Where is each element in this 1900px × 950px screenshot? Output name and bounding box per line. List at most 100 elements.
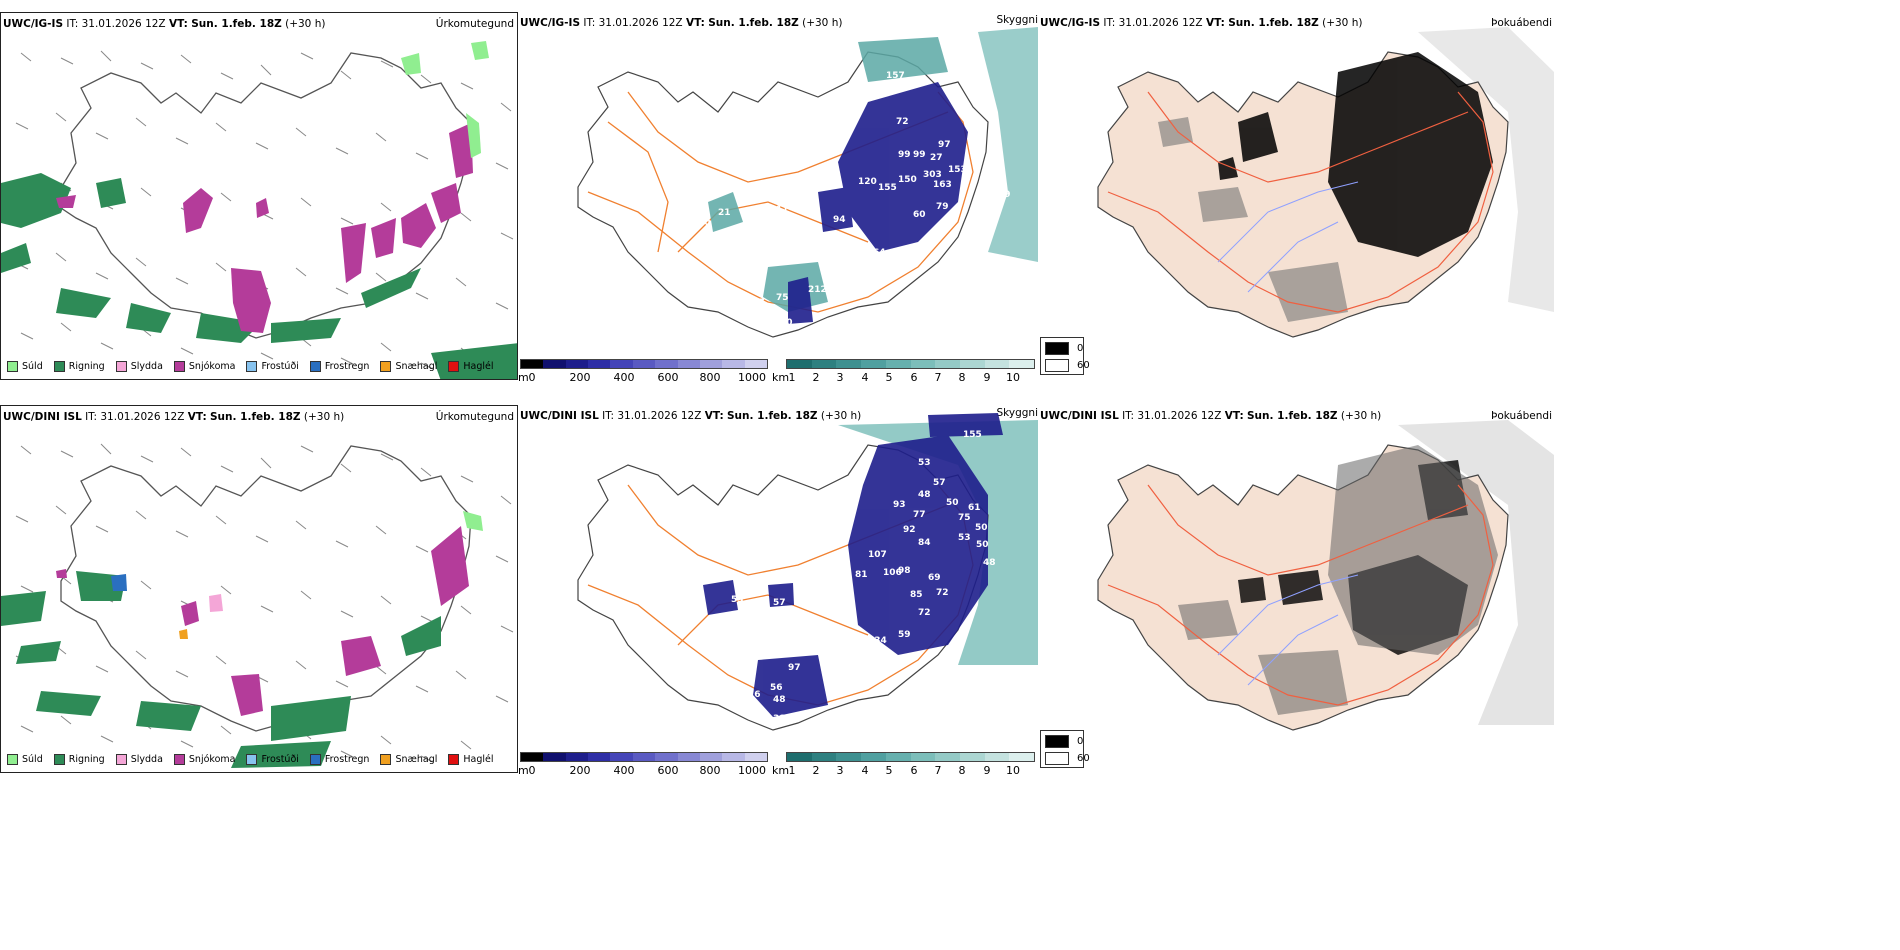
cloud-label: 81 — [855, 570, 868, 580]
cloud-label: 72 — [936, 588, 949, 598]
cloud-label: 64 — [873, 248, 886, 258]
legend-item: Snjókoma — [173, 753, 235, 765]
precip-legend: Súld Rigning Slydda Snjókoma Frostúði Fr… — [7, 356, 505, 376]
panel-header: UWC/IG-IS IT: 31.01.2026 12Z VT: Sun. 1.… — [1040, 17, 1363, 29]
fog-map — [1097, 420, 1554, 731]
legend-item: Snæhagl — [380, 753, 437, 765]
cloud-label: 27 — [930, 153, 943, 163]
legend-swatch — [173, 360, 185, 372]
legend-item: Rigning — [53, 360, 105, 372]
cloud-label: 150 — [898, 175, 917, 185]
cloud-label: 57 — [723, 613, 736, 623]
fog-swatch — [1045, 735, 1069, 748]
precip-rain-areas — [1, 571, 441, 768]
visibility-ticks: km 1 2 3 4 5 6 7 8 9 10 — [772, 371, 1020, 382]
legend-swatch — [380, 753, 392, 765]
legend-swatch — [246, 753, 258, 765]
cloud-panel-ig: UWC/IG-IS IT: 31.01.2026 12Z VT: Sun. 1.… — [518, 12, 1038, 382]
cloud-label: 106 — [883, 568, 902, 578]
cloud-label: 79 — [936, 202, 949, 212]
fog-panel-ig: UWC/IG-IS IT: 31.01.2026 12Z VT: Sun. 1.… — [1038, 12, 1554, 382]
cloudbase-colorbar — [520, 359, 768, 369]
cloud-label: 50 — [975, 523, 988, 533]
fog-medium — [1158, 117, 1348, 322]
legend-item: Súld — [7, 360, 43, 372]
cloud-label: 11 — [776, 205, 789, 215]
cloud-label: 50 — [946, 498, 959, 508]
legend-item: Snæhagl — [380, 360, 437, 372]
cloud-label: 85 — [910, 590, 923, 600]
cloud-label: 53 — [731, 595, 744, 605]
cloud-label: 97 — [788, 663, 801, 673]
cloud-label: 50 — [976, 540, 989, 550]
visibility-colorbar — [786, 752, 1035, 762]
cloud-map: 155 53 57 48 93 77 92 50 75 61 50 50 48 … — [577, 413, 1038, 731]
cloud-panel-dini: UWC/DINI ISL IT: 31.01.2026 12Z VT: Sun.… — [518, 405, 1038, 775]
precip-snow-areas — [56, 123, 473, 333]
cloud-label: 72 — [896, 117, 909, 127]
cloud-label: 94 — [913, 243, 926, 253]
cloud-label: 69 — [928, 573, 941, 583]
cloud-label: 94 — [833, 215, 846, 225]
legend-swatch — [53, 360, 65, 372]
fog-legend: 0 60 — [1040, 730, 1090, 768]
cloud-label: 227 — [746, 298, 765, 308]
precip-snowpellet-areas — [179, 629, 188, 639]
legend-swatch — [309, 360, 321, 372]
cloud-label: 157 — [886, 71, 905, 81]
precip-rain-areas — [1, 173, 517, 379]
legend-item: Rigning — [53, 753, 105, 765]
precip-sleet-areas — [209, 594, 223, 612]
legend-swatch — [309, 753, 321, 765]
cloud-label: 107 — [868, 550, 887, 560]
panel-header: UWC/IG-IS IT: 31.01.2026 12Z VT: Sun. 1.… — [520, 17, 843, 29]
cloud-label: 212 — [808, 285, 827, 295]
cloud-label: 40 — [545, 198, 558, 208]
cloud-label: 155 — [963, 430, 982, 440]
cloud-label: 57 — [933, 478, 946, 488]
legend-item: Frostregn — [309, 360, 369, 372]
cloud-label: 48 — [918, 490, 931, 500]
visibility-ticks: km 1 2 3 4 5 6 7 8 9 10 — [772, 764, 1020, 775]
cloud-label: 66 — [938, 220, 951, 230]
cloud-label: 92 — [903, 525, 916, 535]
cloud-label: 20 — [698, 218, 711, 228]
cloud-label: 163 — [933, 180, 952, 190]
fog-legend: 0 60 — [1040, 337, 1090, 375]
legend-swatch — [448, 360, 460, 372]
cloud-label: 93 — [893, 500, 906, 510]
cloud-label: 171 — [870, 660, 889, 670]
cloudbase-low — [788, 82, 968, 324]
fog-medium — [1178, 445, 1498, 715]
cloud-label: 147 — [858, 263, 877, 273]
legend-item: Frostúði — [246, 753, 299, 765]
cloud-label: 59 — [743, 710, 756, 720]
cloud-label: 38 — [773, 714, 786, 724]
cloud-label: 75 — [958, 513, 971, 523]
cloudbase-ticks: m 0 200 400 600 800 1000 — [518, 764, 766, 775]
cloud-label: 72 — [918, 608, 931, 618]
cloud-label: 80 — [780, 318, 793, 328]
cloud-label: 98 — [898, 566, 911, 576]
cloud-label: 97 — [938, 140, 951, 150]
panel-header: UWC/DINI ISL IT: 31.01.2026 12Z VT: Sun.… — [1040, 410, 1382, 422]
cloud-label: 76 — [748, 690, 761, 700]
cloud-label: 75 — [776, 293, 789, 303]
cloud-label: 284 — [743, 643, 762, 653]
legend-item: Slydda — [115, 753, 163, 765]
legend-item: Haglél — [448, 753, 494, 765]
panel-title: Þokuábendi — [1491, 410, 1552, 422]
legend-swatch — [7, 360, 18, 372]
cloud-label: 134 — [868, 636, 887, 646]
legend-item: Snjókoma — [173, 360, 235, 372]
cloud-label: 56 — [770, 683, 783, 693]
sea-visibility — [978, 27, 1038, 262]
cloud-label: 53 — [918, 458, 931, 468]
cloud-label: 48 — [983, 558, 996, 568]
precip-drizzle-areas — [401, 41, 489, 158]
precip-drizzle-areas — [463, 511, 483, 531]
cloud-label: 99 — [913, 150, 926, 160]
roads — [1107, 91, 1494, 313]
precip-panel-ig: UWC/IG-IS IT: 31.01.2026 12Z VT: Sun. 1.… — [0, 12, 518, 380]
legend-swatch — [115, 360, 127, 372]
